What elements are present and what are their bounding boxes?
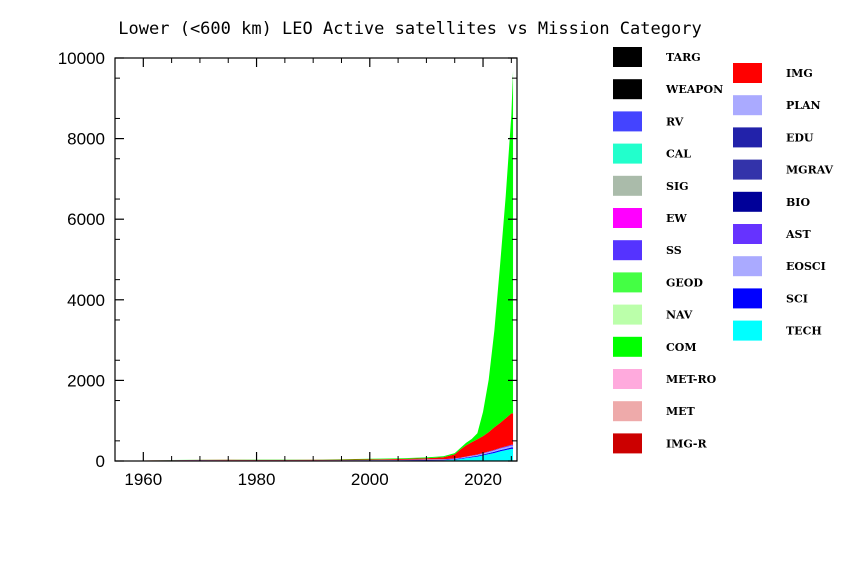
legend-label-geod: GEOD bbox=[666, 276, 703, 289]
legend-label-met-ro: MET-RO bbox=[666, 373, 717, 386]
legend-label-cal: CAL bbox=[666, 148, 691, 161]
legend-swatch-img-r bbox=[613, 433, 642, 454]
legend-swatch-met-ro bbox=[613, 369, 642, 389]
legend-swatch-rv bbox=[613, 111, 642, 132]
legend-swatch-weapon bbox=[613, 79, 642, 100]
y-tick-label: 10000 bbox=[58, 49, 105, 68]
legend-label-sig: SIG bbox=[666, 180, 688, 193]
legend-swatch-tech bbox=[733, 320, 762, 341]
area-series-group bbox=[126, 70, 514, 461]
legend-label-tech: TECH bbox=[786, 325, 822, 338]
x-tick-label: 1960 bbox=[124, 470, 162, 489]
legend-swatch-met bbox=[613, 401, 642, 422]
legend-label-met: MET bbox=[666, 405, 696, 418]
legend-label-rv: RV bbox=[666, 115, 684, 128]
x-tick-label: 2000 bbox=[351, 470, 389, 489]
legend-swatch-bio bbox=[733, 191, 762, 212]
legend-swatch-eosci bbox=[733, 256, 762, 277]
legend-label-img-r: IMG-R bbox=[666, 437, 707, 450]
x-tick-label: 1980 bbox=[238, 470, 276, 489]
legend-label-weapon: WEAPON bbox=[665, 83, 723, 96]
y-tick-label: 2000 bbox=[67, 371, 105, 390]
legend-swatch-cal bbox=[613, 143, 642, 164]
area-series-com bbox=[126, 70, 514, 461]
legend-swatch-targ bbox=[613, 47, 642, 67]
legend: TARG WEAPON RV CAL SIG EW SS GEOD NAV COM MET-RO ME… bbox=[613, 47, 833, 454]
x-tick-label: 2020 bbox=[464, 470, 502, 489]
legend-label-com: COM bbox=[666, 341, 697, 354]
legend-label-ast: AST bbox=[785, 228, 811, 241]
legend-swatch-edu bbox=[733, 127, 762, 148]
legend-label-eosci: EOSCI bbox=[786, 260, 826, 273]
legend-swatch-img bbox=[733, 63, 762, 83]
plot-frame bbox=[114, 57, 518, 462]
legend-swatch-ew bbox=[613, 208, 642, 228]
legend-label-plan: PLAN bbox=[786, 99, 821, 112]
area-series-tech bbox=[126, 448, 514, 461]
y-tick-label: 8000 bbox=[67, 130, 105, 149]
legend-label-bio: BIO bbox=[786, 196, 810, 209]
legend-label-targ: TARG bbox=[666, 51, 701, 64]
legend-swatch-ss bbox=[613, 240, 642, 261]
legend-label-img: IMG bbox=[786, 67, 813, 80]
legend-swatch-plan bbox=[733, 95, 762, 116]
legend-label-ss: SS bbox=[666, 244, 682, 257]
legend-swatch-geod bbox=[613, 272, 642, 293]
legend-label-edu: EDU bbox=[786, 131, 814, 144]
y-tick-label: 6000 bbox=[67, 210, 105, 229]
legend-swatch-ast bbox=[733, 224, 762, 244]
y-tick-label: 0 bbox=[96, 452, 105, 471]
chart-title: Lower (<600 km) LEO Active satellites vs… bbox=[118, 19, 701, 39]
legend-swatch-mgrav bbox=[733, 159, 762, 180]
legend-swatch-sig bbox=[613, 175, 642, 196]
legend-label-ew: EW bbox=[666, 212, 687, 225]
legend-swatch-nav bbox=[613, 304, 642, 325]
y-tick-label: 4000 bbox=[67, 291, 105, 310]
legend-label-nav: NAV bbox=[666, 309, 693, 322]
legend-swatch-sci bbox=[733, 288, 762, 309]
legend-swatch-com bbox=[613, 336, 642, 357]
axes: 0 2000 4000 6000 8000 10000 1960 1980 2000 2020 bbox=[58, 49, 518, 489]
legend-label-mgrav: MGRAV bbox=[786, 164, 833, 177]
legend-label-sci: SCI bbox=[786, 292, 808, 305]
